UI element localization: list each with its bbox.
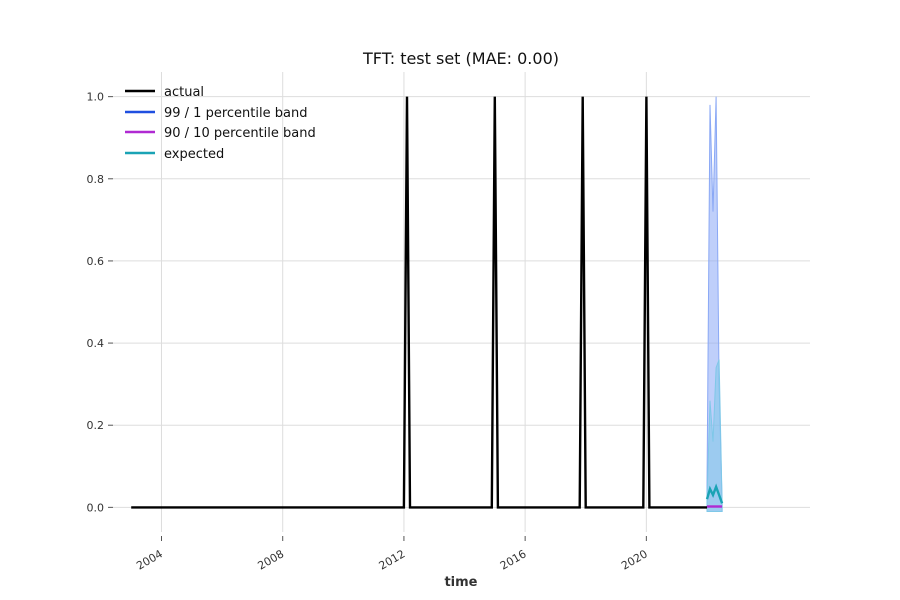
y-tick-label: 0.8 <box>87 173 105 186</box>
x-tick-label: 2012 <box>377 547 408 572</box>
x-tick-label: 2008 <box>255 547 286 572</box>
y-axis: 0.0 0.2 0.4 0.6 0.8 1.0 <box>87 91 113 514</box>
series-expected <box>705 483 724 504</box>
chart-title: TFT: test set (MAE: 0.00) <box>362 49 559 68</box>
y-tick-label: 1.0 <box>87 91 105 104</box>
legend-label-expected: expected <box>164 147 224 162</box>
y-tick-label: 0.4 <box>87 337 105 350</box>
legend: actual 99 / 1 percentile band 90 / 10 pe… <box>125 85 316 162</box>
bands <box>706 96 723 512</box>
x-axis: 2004 2008 2012 2016 2020 <box>134 536 650 573</box>
legend-label-actual: actual <box>164 85 204 100</box>
y-tick-label: 0.2 <box>87 419 105 432</box>
series-lines <box>131 96 724 509</box>
x-tick-label: 2004 <box>134 547 165 572</box>
x-tick-label: 2020 <box>619 547 650 572</box>
grid <box>113 72 810 532</box>
legend-label-band99: 99 / 1 percentile band <box>164 106 307 121</box>
x-axis-label: time <box>444 575 477 590</box>
y-tick-label: 0.0 <box>87 501 105 514</box>
series-actual <box>131 96 707 509</box>
x-tick-label: 2016 <box>498 547 529 572</box>
y-tick-label: 0.6 <box>87 255 105 268</box>
band-expected-range <box>706 359 723 512</box>
legend-label-band90: 90 / 10 percentile band <box>164 126 316 141</box>
